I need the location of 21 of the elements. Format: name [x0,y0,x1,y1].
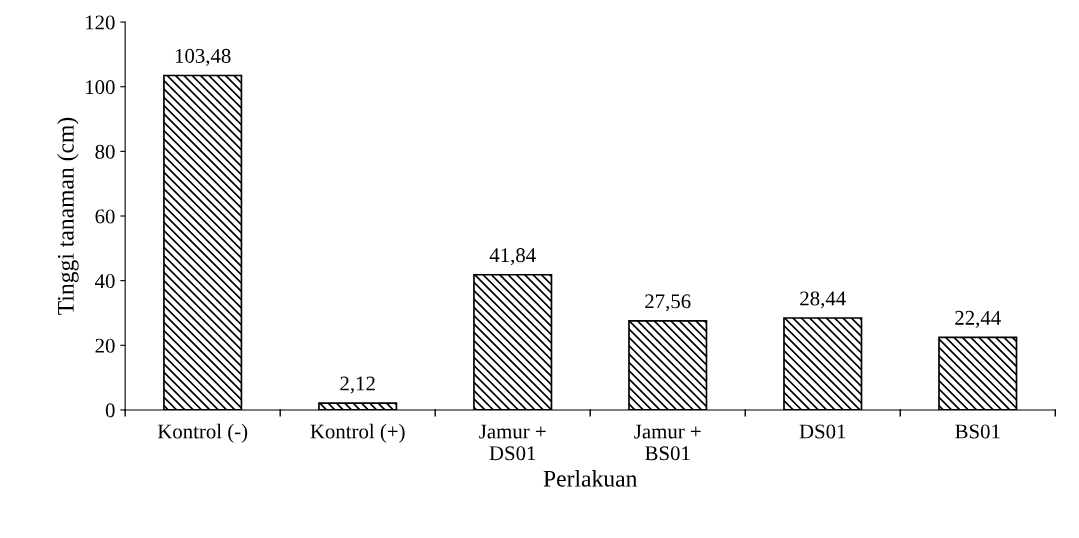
data-label: 2,12 [340,376,375,394]
x-tick-label: Kontrol (-) [157,423,248,443]
x-tick-label: Kontrol (+) [310,423,405,443]
data-label: 41,84 [489,248,536,266]
data-label: 22,44 [955,310,1001,328]
y-tick-label: 20 [95,338,115,353]
y-tick-label: 100 [86,80,115,95]
x-tick-label: Jamur + BS01 [634,424,701,461]
x-tick-label: Jamur + DS01 [479,424,546,461]
y-tick-label: 80 [95,144,115,159]
y-tick-label: 120 [86,15,115,30]
data-label: 27,56 [645,294,691,312]
y-tick-label: 40 [95,274,115,289]
x-tick-label: DS01 [799,424,846,439]
data-label: 28,44 [800,291,846,309]
y-tick-label: 60 [95,209,115,224]
x-axis-title: Perlakuan [543,470,638,487]
y-tick-label: 0 [105,403,115,418]
y-axis-title: Tinggi tanaman (cm) [57,117,79,315]
x-tick-label: BS01 [955,424,1000,439]
data-label: 103,48 [175,48,231,66]
